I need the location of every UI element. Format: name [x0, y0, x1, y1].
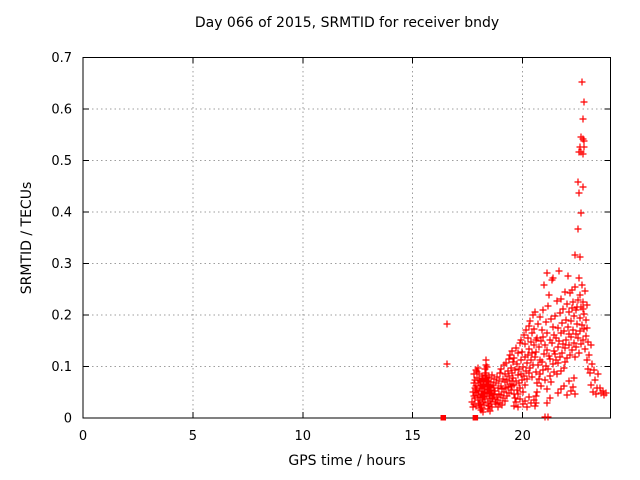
y-tick-label: 0 [64, 412, 72, 427]
zero-square-marker [472, 415, 479, 421]
scatter-points [443, 78, 610, 421]
x-tick-label: 15 [404, 429, 421, 444]
y-tick-label: 0.7 [51, 51, 72, 66]
y-tick-label: 0.3 [51, 257, 72, 272]
chart-title: Day 066 of 2015, SRMTID for receiver bnd… [194, 15, 500, 31]
y-tick-label: 0.2 [51, 309, 72, 324]
x-tick-label: 0 [79, 429, 87, 444]
plot-border [82, 57, 611, 419]
x-tick-label: 10 [295, 429, 312, 444]
y-tick-label: 0.6 [51, 103, 72, 118]
x-axis-title: GPS time / hours [288, 453, 406, 469]
y-tick-label: 0.4 [51, 206, 72, 221]
x-tick-label: 20 [514, 429, 531, 444]
x-tick-label: 5 [189, 429, 197, 444]
y-tick-label: 0.5 [51, 154, 72, 169]
zero-square-marker [440, 415, 447, 421]
y-tick-label: 0.1 [51, 360, 72, 375]
